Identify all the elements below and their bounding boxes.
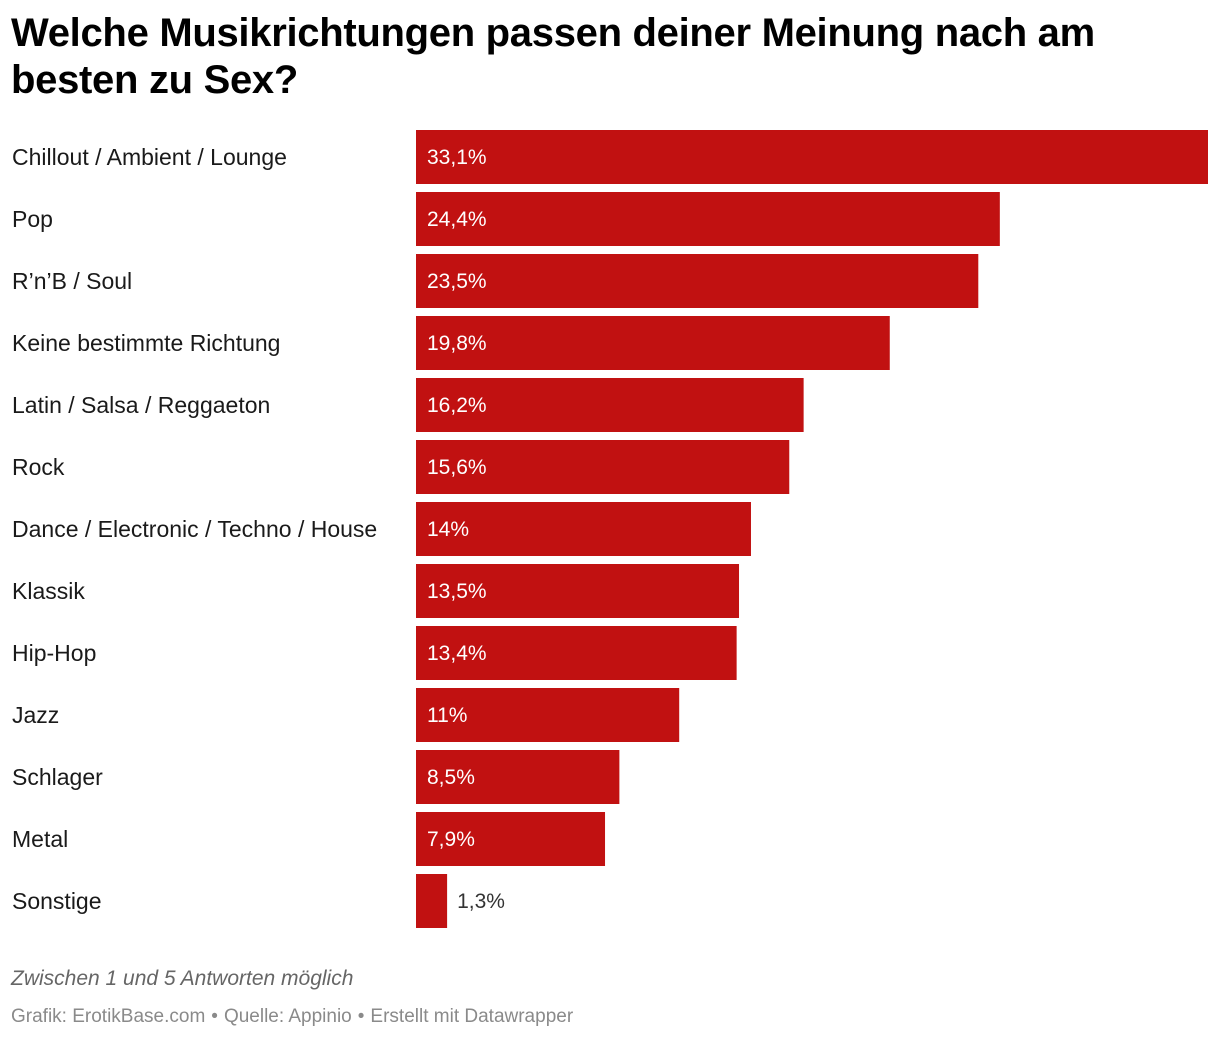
value-label: 14% <box>427 518 469 541</box>
value-label: 8,5% <box>427 766 475 789</box>
bar <box>416 812 606 866</box>
category-label: Keine bestimmte Richtung <box>12 330 280 356</box>
category-label: Schlager <box>12 764 103 790</box>
value-label: 1,3% <box>457 890 505 913</box>
footer-graphic-credit: Grafik: ErotikBase.com <box>11 1006 206 1027</box>
bar <box>416 254 979 308</box>
value-label: 15,6% <box>427 456 487 479</box>
bar <box>416 192 1000 246</box>
category-label: Klassik <box>12 578 85 604</box>
value-label: 33,1% <box>427 146 487 169</box>
value-label: 23,5% <box>427 270 487 293</box>
value-label: 13,4% <box>427 642 487 665</box>
bar <box>416 316 890 370</box>
value-label: 13,5% <box>427 580 487 603</box>
bar <box>416 688 680 742</box>
bar <box>416 626 737 680</box>
chart-footer: Grafik: ErotikBase.com • Quelle: Appinio • E… <box>11 1006 573 1028</box>
category-label: Rock <box>12 454 65 480</box>
value-label: 11% <box>427 704 467 727</box>
footer-source: Quelle: Appinio <box>223 1006 352 1027</box>
bar <box>416 378 804 432</box>
value-label: 19,8% <box>427 332 487 355</box>
footer-separator: • <box>357 1006 365 1027</box>
value-label: 24,4% <box>427 208 487 231</box>
category-label: Pop <box>12 206 53 232</box>
category-label: Dance / Electronic / Techno / House <box>12 516 377 542</box>
footer-created-with: Erstellt mit Datawrapper <box>370 1006 574 1027</box>
category-label: Metal <box>12 826 68 852</box>
bar <box>416 440 790 494</box>
category-label: Chillout / Ambient / Lounge <box>12 144 287 170</box>
chart-title: Welche Musikrichtungen passen deiner Mei… <box>11 11 1095 102</box>
category-label: Sonstige <box>12 888 102 914</box>
value-label: 7,9% <box>427 828 475 851</box>
bar <box>416 874 448 928</box>
bar <box>416 750 620 804</box>
chart-note: Zwischen 1 und 5 Antworten möglich <box>11 967 354 990</box>
category-label: Jazz <box>12 702 59 728</box>
category-label: R’n’B / Soul <box>12 268 132 294</box>
bar <box>416 564 740 618</box>
footer-separator: • <box>211 1006 218 1027</box>
bar <box>416 130 1208 184</box>
bar <box>416 502 751 556</box>
category-label: Hip-Hop <box>12 640 96 666</box>
value-label: 16,2% <box>427 394 487 417</box>
category-label: Latin / Salsa / Reggaeton <box>12 392 270 418</box>
